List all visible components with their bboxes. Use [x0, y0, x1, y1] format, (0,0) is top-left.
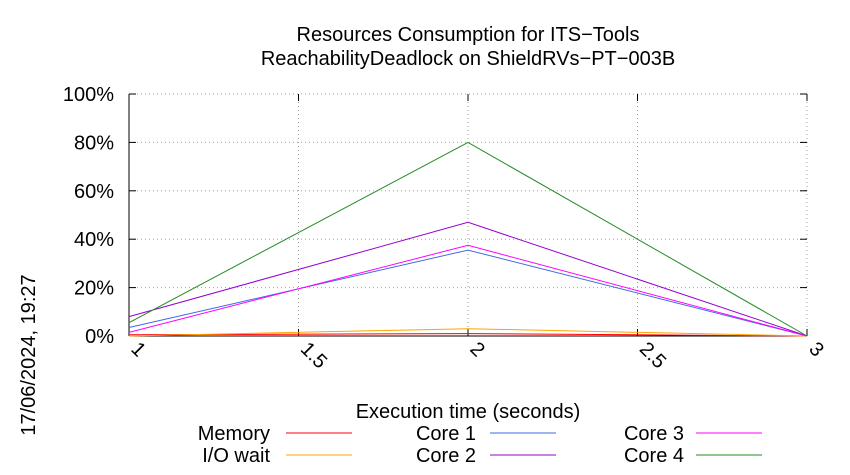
x-tick-label: 1	[126, 338, 149, 361]
x-ticks: 1 1.5 2 2.5 3	[126, 94, 828, 373]
series-line-i-o-wait	[128, 328, 808, 337]
x-axis-label: Execution time (seconds)	[356, 401, 581, 423]
x-tick-label: 1.5	[296, 338, 331, 373]
legend-label: Memory	[198, 423, 270, 445]
x-tick-label: 2.5	[635, 338, 670, 373]
legend-label: Core 3	[624, 423, 684, 445]
series-line-memory	[128, 333, 808, 337]
y-tick-label: 20%	[74, 278, 114, 300]
series-line-core-3	[128, 244, 808, 337]
y-tick-label: 0%	[85, 326, 114, 348]
series-lines	[128, 141, 808, 337]
legend-label: I/O wait	[202, 445, 270, 467]
timestamp: 17/06/2024, 19:27	[18, 274, 40, 435]
chart-title: Resources Consumption for ITS−Tools	[297, 24, 640, 46]
x-tick-label: 3	[804, 338, 827, 361]
y-tick-label: 60%	[74, 181, 114, 203]
legend-label: Core 2	[416, 445, 476, 467]
y-ticks: 0% 20% 40% 60% 80% 100%	[63, 84, 807, 348]
grid	[129, 93, 808, 336]
x-tick-label: 2	[465, 338, 488, 361]
y-tick-label: 80%	[74, 132, 114, 154]
y-tick-label: 40%	[74, 229, 114, 251]
series-line-core-1	[128, 249, 808, 337]
legend-label: Core 1	[416, 423, 476, 445]
chart-subtitle: ReachabilityDeadlock on ShieldRVs−PT−003…	[261, 48, 675, 70]
series-line-core-2	[128, 221, 808, 337]
series-line-core-4	[128, 141, 808, 337]
legend-label: Core 4	[624, 445, 684, 467]
y-tick-label: 100%	[63, 84, 114, 106]
